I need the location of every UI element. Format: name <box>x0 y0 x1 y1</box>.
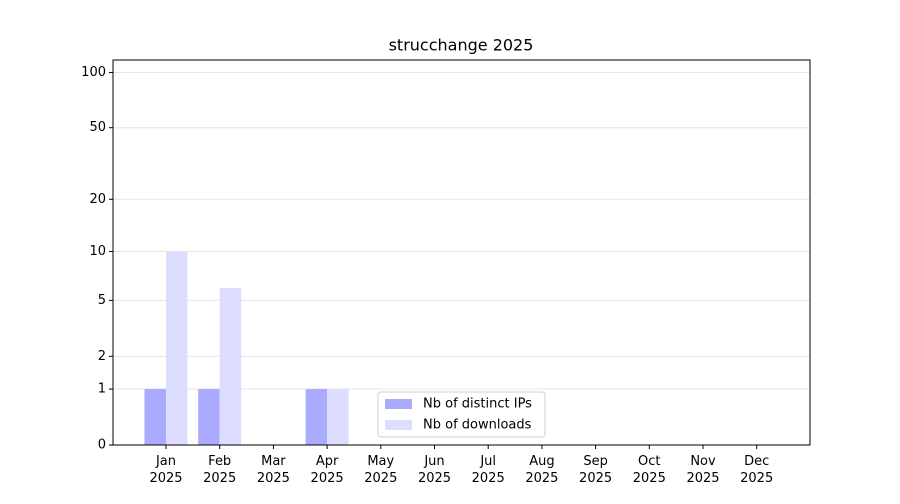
bar <box>198 389 220 445</box>
chart-title: strucchange 2025 <box>389 36 534 55</box>
y-tick-label: 20 <box>89 192 106 207</box>
legend-label: Nb of downloads <box>423 418 532 433</box>
bar <box>327 389 349 445</box>
legend: Nb of distinct IPs Nb of downloads <box>377 391 546 438</box>
legend-frame <box>377 391 546 438</box>
y-tick-label: 5 <box>98 293 106 308</box>
x-tick-label: Dec 2025 <box>740 454 773 486</box>
y-tick-label: 1 <box>98 382 106 397</box>
x-tick-label: Nov 2025 <box>686 454 719 486</box>
legend-label: Nb of distinct IPs <box>423 397 532 412</box>
x-tick-label: Aug 2025 <box>525 454 558 486</box>
y-tick-label: 100 <box>81 65 106 80</box>
x-tick-label: Oct 2025 <box>633 454 666 486</box>
y-tick-label: 10 <box>89 244 106 259</box>
legend-swatch <box>385 420 412 430</box>
bar <box>219 287 242 445</box>
bar <box>305 389 328 445</box>
plot-frame <box>112 59 811 446</box>
x-tick-label: Feb 2025 <box>203 454 236 486</box>
bar <box>144 389 166 445</box>
bar <box>166 251 188 445</box>
x-tick-label: Jan 2025 <box>149 454 182 486</box>
x-tick-label: Apr 2025 <box>311 454 344 486</box>
legend-swatch <box>385 399 412 409</box>
y-tick-label: 0 <box>98 438 106 453</box>
x-tick-label: Sep 2025 <box>579 454 612 486</box>
x-tick-label: Jul 2025 <box>472 454 505 486</box>
x-tick-label: Mar 2025 <box>257 454 290 486</box>
x-tick-label: May 2025 <box>364 454 397 486</box>
y-tick-label: 2 <box>98 349 106 364</box>
y-tick-label: 50 <box>89 120 106 135</box>
x-tick-label: Jun 2025 <box>418 454 451 486</box>
